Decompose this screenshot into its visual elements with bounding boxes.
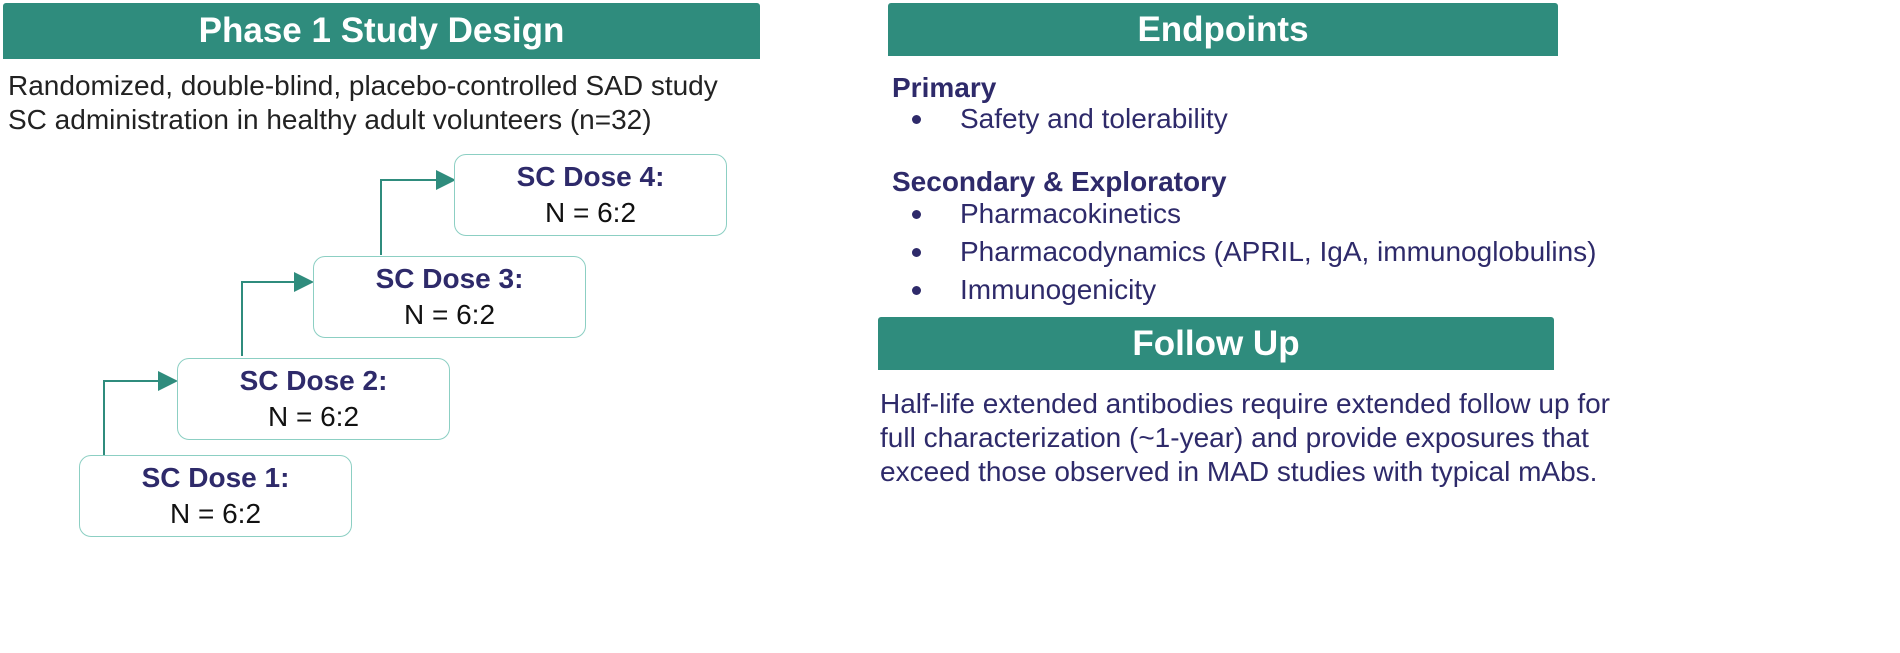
follow-up-line-2: full characterization (~1-year) and prov… [880, 422, 1589, 453]
dose-4-n: N = 6:2 [544, 197, 637, 228]
dose-1-n: N = 6:2 [169, 498, 262, 529]
follow-up-line-1: Half-life extended antibodies require ex… [880, 388, 1611, 419]
list-item-text: Pharmacokinetics [960, 198, 1181, 229]
endpoints-header: Endpoints [888, 3, 1558, 56]
dose-2-title: SC Dose 2: [239, 365, 388, 396]
bullet-icon [912, 248, 921, 257]
list-item-text: Pharmacodynamics (APRIL, IgA, immunoglob… [960, 236, 1597, 267]
primary-list: Safety and tolerability [878, 100, 1228, 138]
study-design-header: Phase 1 Study Design [3, 3, 760, 59]
dose-3-n: N = 6:2 [403, 299, 496, 330]
arrow-dose3-to-dose4 [380, 170, 456, 255]
list-item-text: Safety and tolerability [960, 103, 1228, 134]
study-design-line-2: SC administration in healthy adult volun… [8, 104, 652, 135]
dose-box-4: SC Dose 4: N = 6:2 [454, 154, 727, 236]
study-design-line-1: Randomized, double-blind, placebo-contro… [8, 70, 718, 101]
list-item: Immunogenicity [878, 271, 1596, 309]
dose-box-2: SC Dose 2: N = 6:2 [177, 358, 450, 440]
arrow-dose1-to-dose2 [103, 371, 178, 455]
bullet-icon [912, 210, 921, 219]
follow-up-header: Follow Up [878, 317, 1554, 370]
bullet-icon [912, 286, 921, 295]
arrow-dose2-to-dose3 [241, 272, 314, 356]
follow-up-line-3: exceed those observed in MAD studies wit… [880, 456, 1598, 487]
list-item: Pharmacokinetics [878, 195, 1596, 233]
secondary-label: Secondary & Exploratory [892, 166, 1227, 197]
list-item: Pharmacodynamics (APRIL, IgA, immunoglob… [878, 233, 1596, 271]
list-item-text: Immunogenicity [960, 274, 1157, 305]
primary-label: Primary [892, 72, 997, 103]
secondary-list: Pharmacokinetics Pharmacodynamics (APRIL… [878, 195, 1596, 309]
dose-box-1: SC Dose 1: N = 6:2 [79, 455, 352, 537]
dose-4-title: SC Dose 4: [516, 161, 665, 192]
dose-3-title: SC Dose 3: [375, 263, 524, 294]
dose-box-3: SC Dose 3: N = 6:2 [313, 256, 586, 338]
list-item: Safety and tolerability [878, 100, 1228, 138]
bullet-icon [912, 115, 921, 124]
dose-2-n: N = 6:2 [267, 401, 360, 432]
dose-1-title: SC Dose 1: [141, 462, 290, 493]
